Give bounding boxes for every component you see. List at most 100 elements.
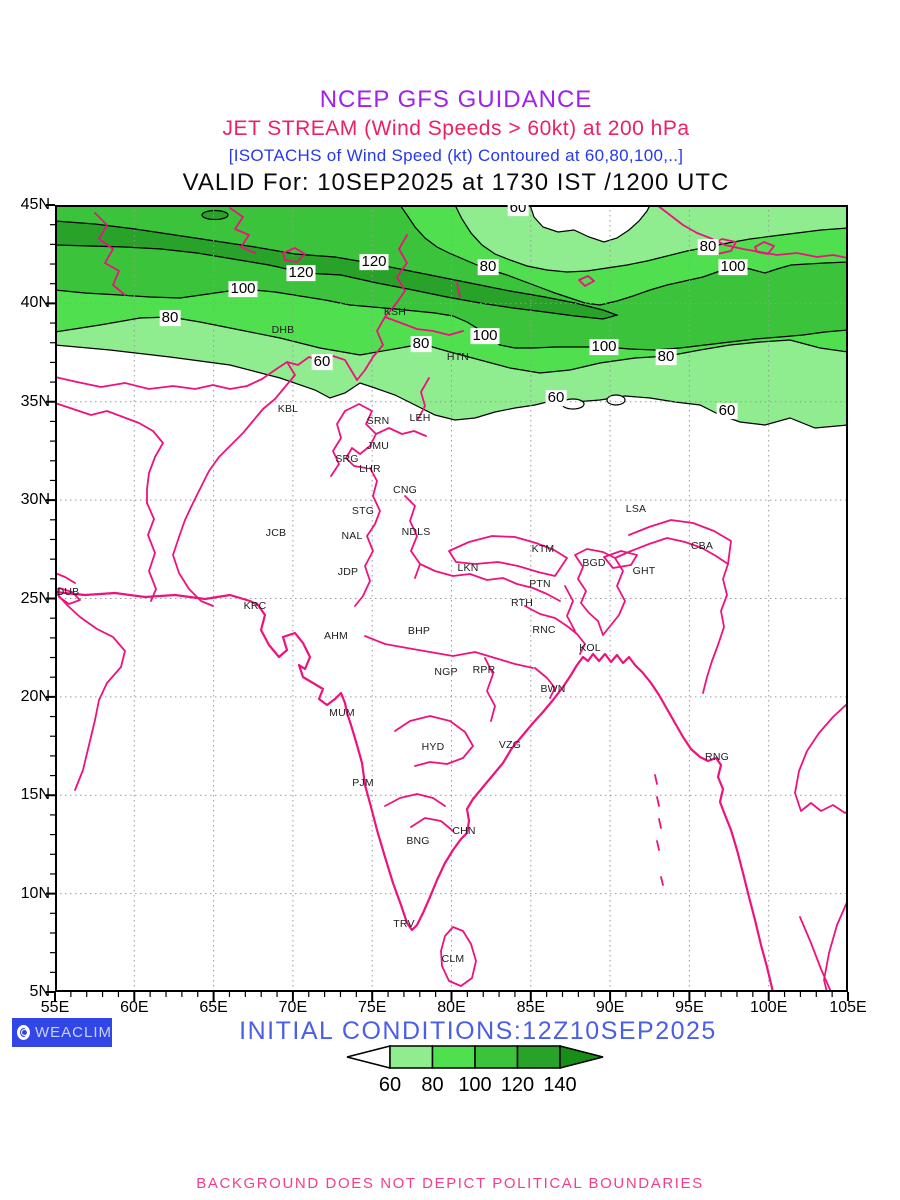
sub60-notch xyxy=(529,205,651,243)
isotach-map-svg xyxy=(55,205,848,992)
city-label-ght: GHT xyxy=(632,565,656,577)
city-label-kol: KOL xyxy=(579,642,601,654)
title-valid-time: VALID For: 10SEP2025 at 1730 IST /1200 U… xyxy=(182,169,730,196)
title-model: NCEP GFS GUIDANCE xyxy=(319,86,593,113)
weaclim-logo: WEACLIM xyxy=(12,1018,112,1047)
city-label-jdp: JDP xyxy=(337,566,359,578)
city-label-lsa: LSA xyxy=(625,503,647,515)
city-label-ahm: AHM xyxy=(324,630,348,642)
city-label-clm: CLM xyxy=(441,953,465,965)
city-label-rnc: RNC xyxy=(532,624,556,636)
svg-text:100: 100 xyxy=(458,1074,491,1096)
lon-label-65E: 65E xyxy=(199,999,228,1016)
lon-label-55E: 55E xyxy=(40,999,70,1016)
contour-label-100: 100 xyxy=(589,338,619,356)
city-label-htn: HTN xyxy=(446,351,470,363)
weaclim-icon xyxy=(17,1025,30,1040)
svg-text:80: 80 xyxy=(421,1074,443,1096)
contour-label-100: 100 xyxy=(470,327,500,345)
city-label-lkn: LKN xyxy=(457,562,479,574)
lat-label-5N: 5N xyxy=(29,983,50,1000)
contour-label-60: 60 xyxy=(716,402,738,420)
contour-label-80: 80 xyxy=(477,258,499,276)
lon-label-70E: 70E xyxy=(278,999,308,1016)
contour-label-100: 100 xyxy=(228,280,258,298)
sub60-hole-2 xyxy=(606,394,626,406)
contour-label-60: 60 xyxy=(545,389,567,407)
contour-label-80: 80 xyxy=(159,309,181,327)
city-label-bwn: BWN xyxy=(540,683,566,695)
title-isotachs: [ISOTACHS of Wind Speed (kt) Contoured a… xyxy=(228,146,684,165)
lon-label-85E: 85E xyxy=(516,999,546,1016)
city-label-mum: MUM xyxy=(329,707,355,719)
lat-label-35N: 35N xyxy=(20,392,50,410)
svg-text:120: 120 xyxy=(501,1074,534,1096)
title-jetstream: JET STREAM (Wind Speeds > 60kt) at 200 h… xyxy=(222,117,690,140)
svg-text:140: 140 xyxy=(543,1074,576,1096)
city-label-bng: BNG xyxy=(406,835,430,847)
city-label-rpr: RPR xyxy=(472,664,496,676)
lon-label-60E: 60E xyxy=(120,999,149,1016)
city-label-stg: STG xyxy=(351,505,375,517)
disclaimer-text: BACKGROUND DOES NOT DEPICT POLITICAL BOU… xyxy=(196,1175,704,1192)
city-label-pjm: PJM xyxy=(352,777,374,789)
lon-label-75E: 75E xyxy=(357,999,387,1016)
city-label-leh: LEH xyxy=(409,412,431,424)
city-label-srn: SRN xyxy=(366,415,390,427)
city-label-srg: SRG xyxy=(335,453,359,465)
contour-label-60: 60 xyxy=(311,353,333,371)
city-label-chn: CHN xyxy=(452,825,476,837)
city-label-ndls: NDLS xyxy=(401,526,431,538)
city-label-rng: RNG xyxy=(705,751,729,763)
band-120kt xyxy=(55,220,619,320)
contour-label-120: 120 xyxy=(359,253,389,271)
city-label-dhb: DHB xyxy=(271,324,295,336)
city-label-bhp: BHP xyxy=(407,625,431,637)
city-label-nal: NAL xyxy=(341,530,363,542)
map-boundaries xyxy=(55,205,848,992)
lon-label-90E: 90E xyxy=(595,999,625,1016)
city-label-cba: CBA xyxy=(690,540,714,552)
weaclim-label: WEACLIM xyxy=(34,1024,112,1041)
contour-label-80: 80 xyxy=(697,238,719,256)
lon-label-80E: 80E xyxy=(437,999,466,1016)
svg-text:60: 60 xyxy=(379,1074,401,1096)
contour-label-120: 120 xyxy=(286,264,316,282)
lat-label-40N: 40N xyxy=(20,294,50,312)
contour-label-100: 100 xyxy=(718,258,748,276)
contour-label-80: 80 xyxy=(655,348,677,366)
lat-label-25N: 25N xyxy=(20,589,50,607)
city-label-trv: TRV xyxy=(393,918,415,930)
lon-label-95E: 95E xyxy=(675,999,704,1016)
city-label-ptn: PTN xyxy=(529,578,551,590)
colorbar-legend: 60 80 100 120 140 xyxy=(346,1045,604,1096)
initial-conditions-text: INITIAL CONDITIONS:12Z10SEP2025 xyxy=(239,1017,717,1045)
isotach-bands xyxy=(55,205,848,429)
map-area: 60 80 100 120 120 100 80 80 100 80 60 100 80 60 60 DHB K… xyxy=(55,205,848,992)
city-label-jcb: JCB xyxy=(265,527,287,539)
lat-label-10N: 10N xyxy=(20,884,50,902)
lat-label-45N: 45N xyxy=(20,196,50,213)
city-label-ngp: NGP xyxy=(434,666,458,678)
contour-label-60: 60 xyxy=(507,205,529,216)
city-label-ksh: KSH xyxy=(383,306,407,318)
city-label-krc: KRC xyxy=(243,600,267,612)
city-label-kbl: KBL xyxy=(277,403,299,415)
contour-label-80: 80 xyxy=(410,335,432,353)
city-label-bgd: BGD xyxy=(582,557,606,569)
lat-label-30N: 30N xyxy=(20,491,50,509)
latlon-grid xyxy=(55,205,848,992)
city-label-hyd: HYD xyxy=(421,741,445,753)
city-label-rth: RTH xyxy=(511,597,533,609)
city-label-cng: CNG xyxy=(393,484,417,496)
city-label-dub: DUB xyxy=(56,586,80,598)
band-100kt xyxy=(55,205,848,351)
city-label-vzg: VZG xyxy=(498,739,522,751)
city-label-jmu: JMU xyxy=(366,440,390,452)
lat-label-20N: 20N xyxy=(20,687,50,705)
city-label-lhr: LHR xyxy=(359,463,381,475)
lat-label-15N: 15N xyxy=(20,786,50,804)
city-label-ktm: KTM xyxy=(531,543,555,555)
lon-label-100E: 100E xyxy=(750,999,788,1016)
